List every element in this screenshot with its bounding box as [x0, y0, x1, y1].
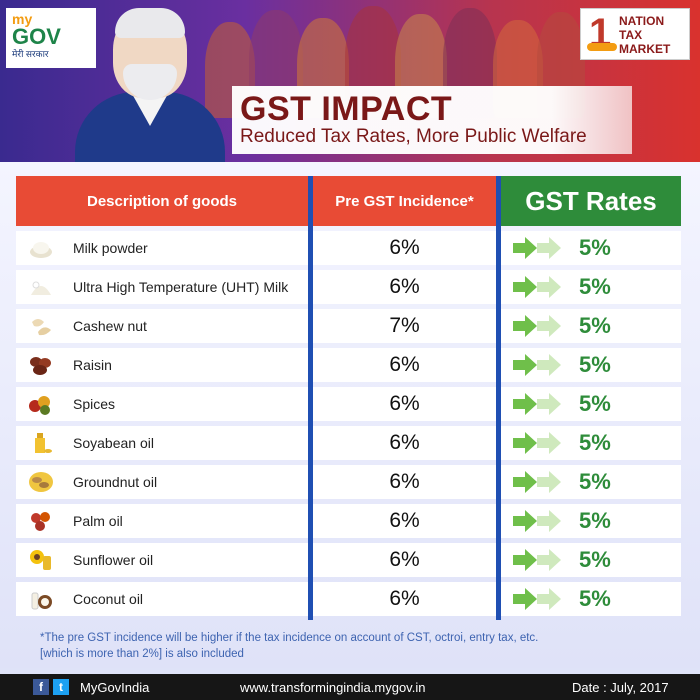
- goods-label: Raisin: [73, 357, 112, 373]
- goods-label: Palm oil: [73, 513, 123, 529]
- header-banner: my GOV मेरी सरकार 1 NATION TAX MARKET GS…: [0, 0, 700, 162]
- goods-label: Cashew nut: [73, 318, 147, 334]
- gst-rate-value: 5%: [579, 274, 611, 299]
- pre-gst-value: 6%: [389, 236, 420, 259]
- pre-gst-value: 6%: [389, 431, 420, 454]
- double-arrow-icon: [513, 354, 561, 376]
- social-handle[interactable]: MyGovIndia: [80, 680, 150, 695]
- pre-gst-value: 6%: [389, 509, 420, 532]
- gst-rate-value: 5%: [579, 508, 611, 533]
- publish-date: Date : July, 2017: [572, 680, 669, 695]
- column-divider-2: [496, 176, 501, 620]
- table-row: Coconut oil 6% 5%: [16, 582, 681, 616]
- goods-label: Coconut oil: [73, 591, 144, 607]
- double-arrow-icon: [513, 276, 561, 298]
- mygov-logo-tagline: मेरी सरकार: [12, 49, 49, 59]
- double-arrow-icon: [513, 471, 561, 493]
- table-row: Raisin 6% 5%: [16, 348, 681, 382]
- header-pre-gst: Pre GST Incidence*: [313, 176, 496, 226]
- nation-tax-market-logo: 1 NATION TAX MARKET: [580, 8, 690, 60]
- goods-label: Spices: [73, 396, 116, 412]
- goods-label: Groundnut oil: [73, 474, 158, 490]
- double-arrow-icon: [513, 237, 561, 259]
- pre-gst-value: 6%: [389, 392, 420, 415]
- table-row: Sunflower oil 6% 5%: [16, 543, 681, 577]
- table-row: Palm oil 6% 5%: [16, 504, 681, 538]
- oil-bottle-icon: [35, 433, 52, 453]
- raisin-icon: [30, 357, 51, 375]
- leader-portrait: [75, 6, 225, 162]
- footnote: *The pre GST incidence will be higher if…: [40, 630, 680, 662]
- gst-rate-value: 5%: [579, 547, 611, 572]
- palm-fruit-icon: [31, 512, 50, 531]
- double-arrow-icon: [513, 393, 561, 415]
- goods-label: Sunflower oil: [73, 552, 154, 568]
- goods-label: Milk powder: [73, 240, 148, 256]
- double-arrow-icon: [513, 315, 561, 337]
- gst-rate-value: 5%: [579, 391, 611, 416]
- mygov-logo-gov: GOV: [12, 24, 61, 49]
- table-row: Milk powder 6% 5%: [16, 231, 681, 265]
- table-row: Spices 6% 5%: [16, 387, 681, 421]
- double-arrow-icon: [513, 510, 561, 532]
- facebook-icon[interactable]: f: [33, 679, 49, 695]
- pre-gst-value: 6%: [389, 470, 420, 493]
- pre-gst-value: 6%: [389, 275, 420, 298]
- pre-gst-value: 6%: [389, 548, 420, 571]
- page-title: GST IMPACT: [240, 90, 453, 128]
- gst-rate-value: 5%: [579, 586, 611, 611]
- header-gst-rates: GST Rates: [501, 176, 681, 226]
- gst-rate-value: 5%: [579, 469, 611, 494]
- double-arrow-icon: [513, 549, 561, 571]
- goods-label: Ultra High Temperature (UHT) Milk: [73, 279, 289, 295]
- pre-gst-value: 6%: [389, 587, 420, 610]
- gst-rate-value: 5%: [579, 352, 611, 377]
- double-arrow-icon: [513, 432, 561, 454]
- pre-gst-value: 6%: [389, 353, 420, 376]
- groundnut-icon: [29, 472, 53, 492]
- gst-rate-value: 5%: [579, 313, 611, 338]
- coconut-icon: [31, 592, 52, 610]
- sunflower-icon: [30, 550, 51, 570]
- mygov-logo: my GOV मेरी सरकार: [6, 8, 96, 68]
- footnote-line-2: [which is more than 2%] is also included: [40, 648, 244, 660]
- table-row: Cashew nut 7% 5%: [16, 309, 681, 343]
- milk-powder-icon: [30, 242, 52, 258]
- footer: f t MyGovIndia www.transformingindia.myg…: [0, 674, 700, 700]
- page-subtitle: Reduced Tax Rates, More Public Welfare: [240, 126, 587, 147]
- table-row: Soyabean oil 6% 5%: [16, 426, 681, 460]
- goods-label: Soyabean oil: [73, 435, 154, 451]
- website-link[interactable]: www.transformingindia.mygov.in: [240, 680, 426, 695]
- column-divider-1: [308, 176, 313, 620]
- title-band: GST IMPACT Reduced Tax Rates, More Publi…: [232, 86, 632, 154]
- gst-rate-value: 5%: [579, 430, 611, 455]
- cashew-icon: [32, 319, 51, 336]
- gst-rate-value: 5%: [579, 235, 611, 260]
- table-row: Groundnut oil 6% 5%: [16, 465, 681, 499]
- ntm-logo-line3: MARKET: [619, 42, 671, 56]
- pre-gst-value: 7%: [389, 314, 420, 337]
- milk-icon: [31, 281, 51, 295]
- footnote-line-1: *The pre GST incidence will be higher if…: [40, 632, 539, 644]
- double-arrow-icon: [513, 588, 561, 610]
- ntm-logo-line2: TAX: [619, 28, 643, 42]
- twitter-icon[interactable]: t: [53, 679, 69, 695]
- mygov-logo-my: my: [12, 11, 33, 27]
- spices-icon: [29, 396, 50, 415]
- table-row: Ultra High Temperature (UHT) Milk 6% 5%: [16, 270, 681, 304]
- header-description: Description of goods: [16, 176, 308, 226]
- ntm-logo-line1: NATION: [619, 14, 665, 28]
